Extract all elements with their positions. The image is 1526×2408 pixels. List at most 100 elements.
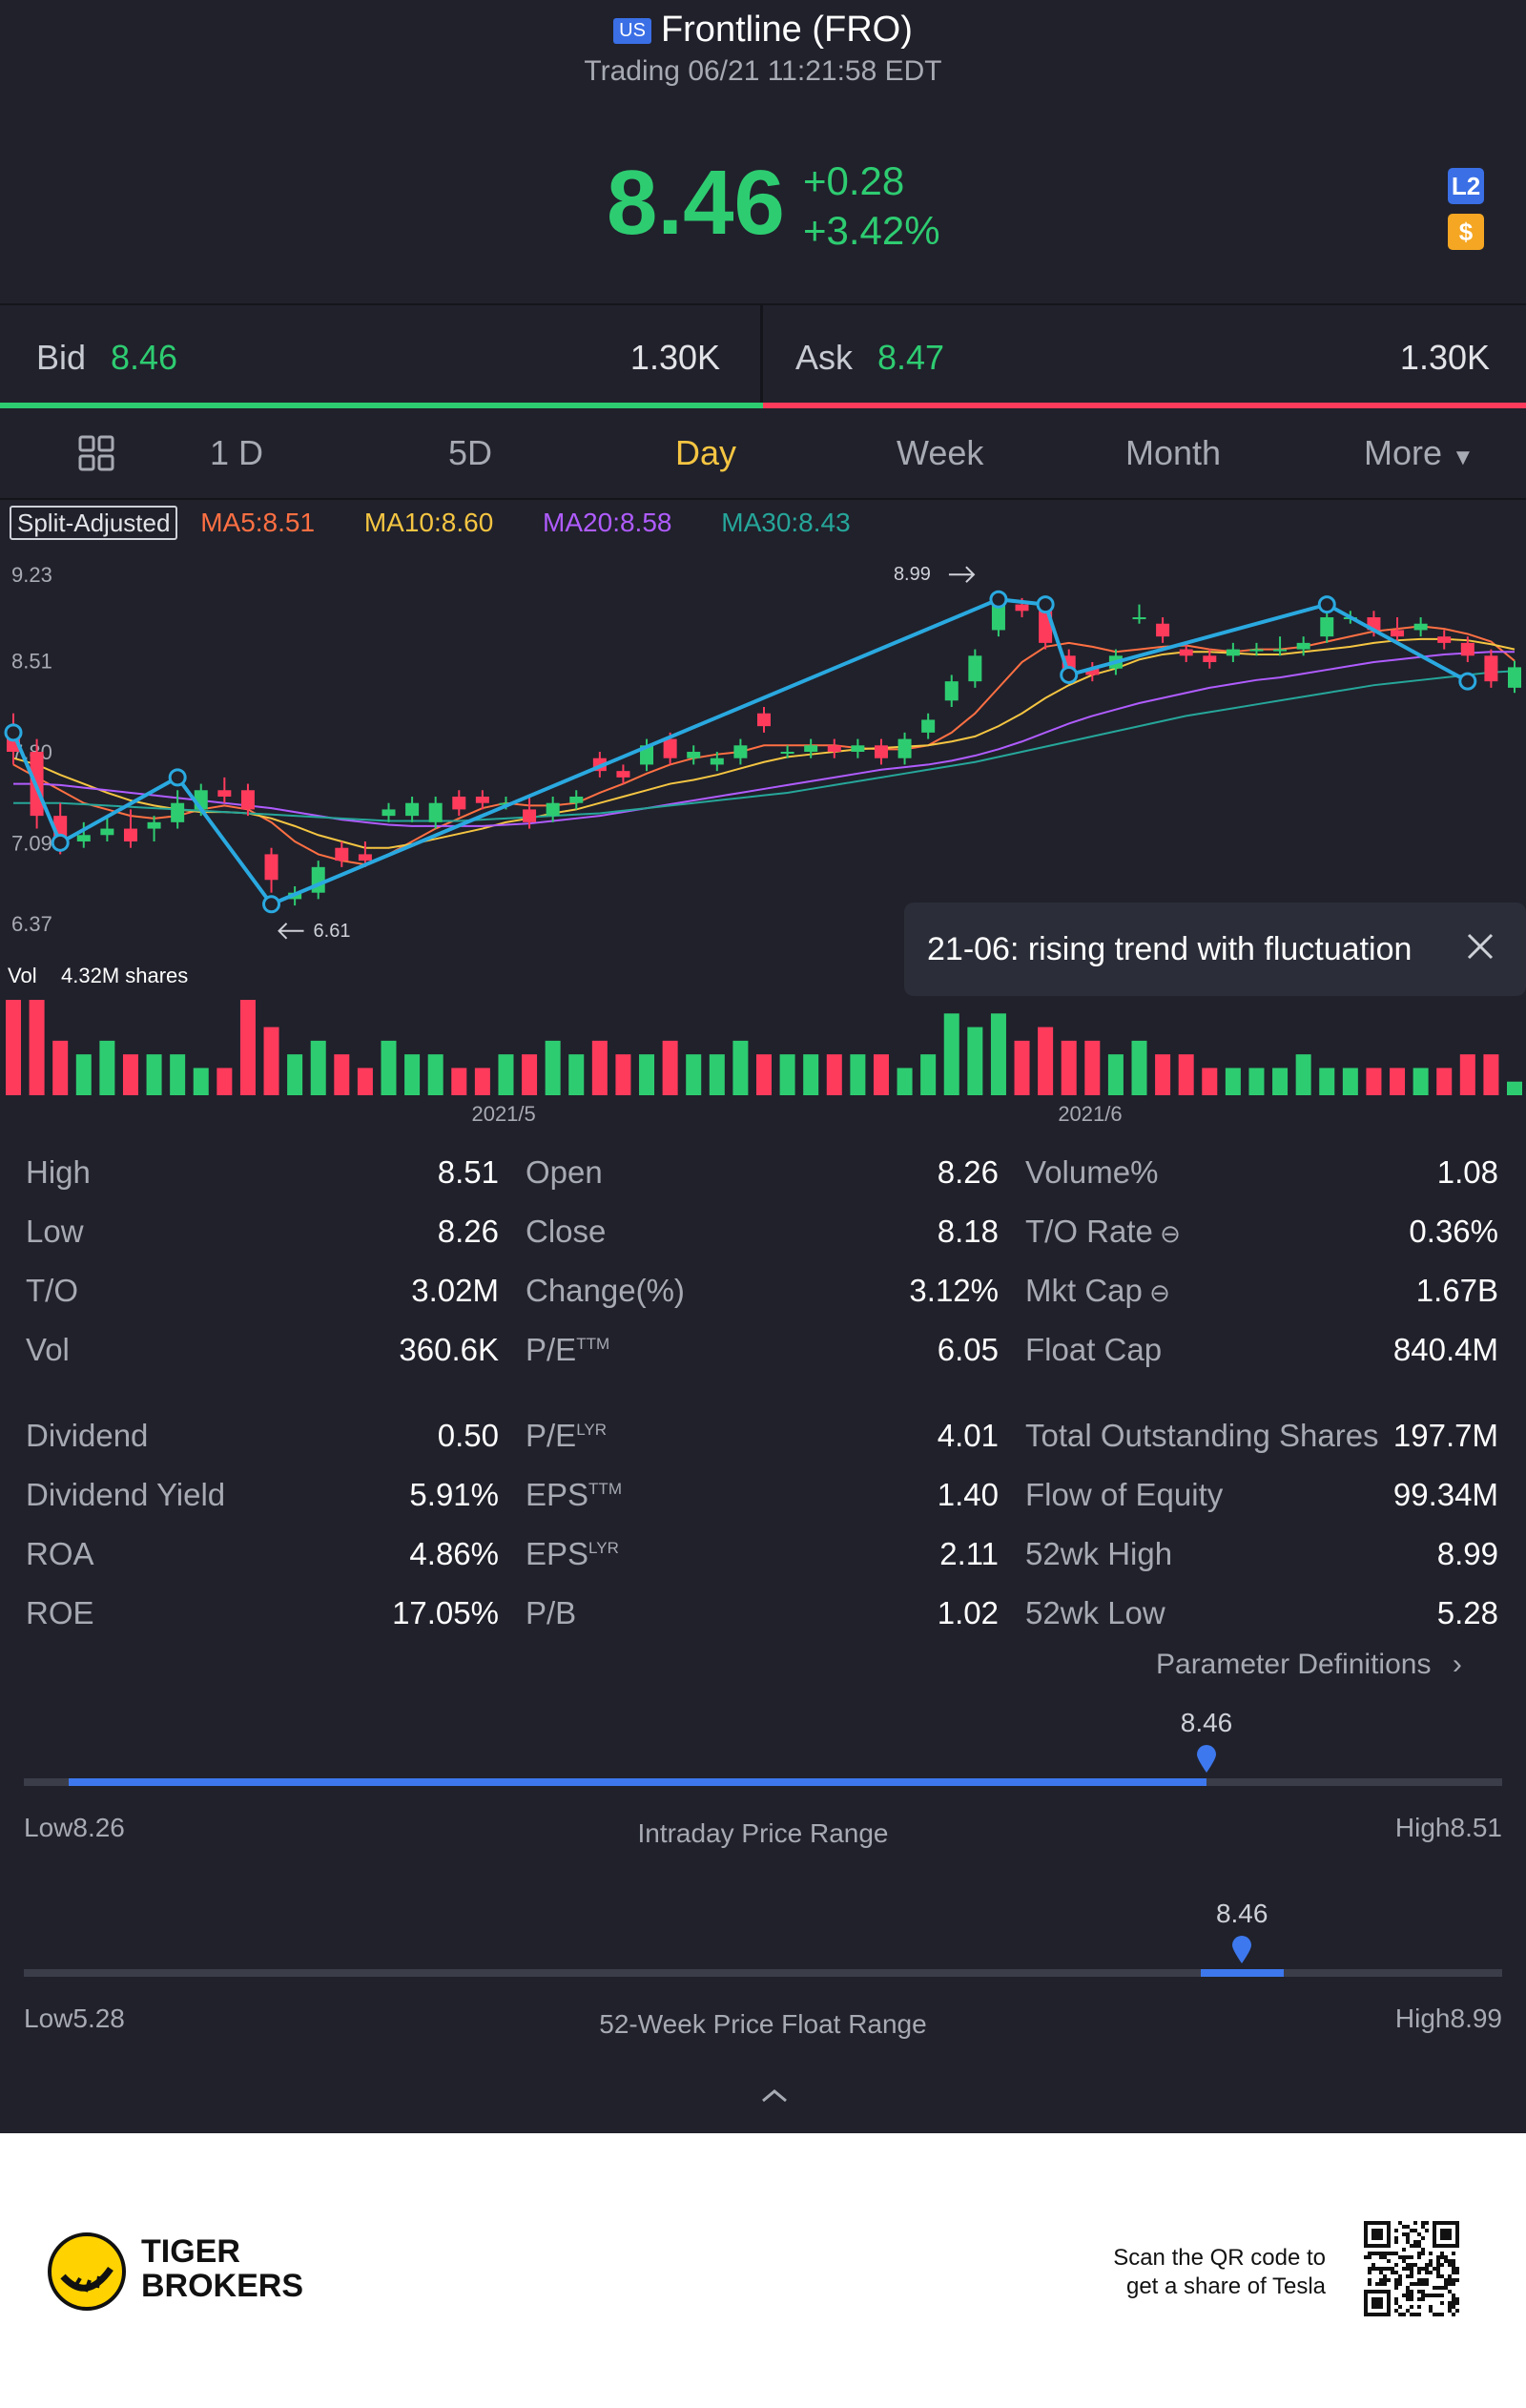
dollar-badge-icon[interactable]: $ [1448, 214, 1484, 250]
chevron-right-icon: › [1452, 1649, 1462, 1680]
candle-body [76, 835, 91, 841]
tab-day[interactable]: Day [675, 433, 737, 472]
qr-module [1368, 2271, 1371, 2274]
week52-range-title: 52-Week Price Float Range [599, 2009, 927, 2039]
stat-1-8: ROE 17.05% [26, 1595, 499, 1631]
stat-label: 52wk High [1025, 1536, 1173, 1571]
stat-label: Mkt Cap [1025, 1273, 1143, 1308]
market-badge: US [613, 18, 651, 45]
y-tick-label: 7.09 [11, 831, 52, 855]
candle-body [663, 738, 677, 758]
tab-month[interactable]: Month [1125, 433, 1222, 472]
candle-body [1391, 630, 1405, 637]
y-tick-label: 8.51 [11, 650, 52, 674]
tab-more[interactable]: More ▼ [1364, 433, 1474, 473]
qr-module [1368, 2267, 1371, 2271]
stat-label-sup: TTM [588, 1480, 622, 1498]
close-icon[interactable] [1463, 929, 1497, 972]
tab-week[interactable]: Week [897, 433, 984, 472]
high-annotation: 8.99 [894, 564, 931, 585]
stat-value: 8.26 [937, 1154, 999, 1190]
qr-module [1406, 2294, 1410, 2297]
qr-module [1406, 2232, 1410, 2236]
qr-module [1371, 2263, 1375, 2267]
qr-module [1452, 2282, 1455, 2286]
qr-module [1413, 2244, 1417, 2248]
stat-1-3: T/O 3.02M [26, 1273, 499, 1309]
qr-module [1440, 2252, 1444, 2255]
qr-module [1433, 2313, 1436, 2316]
qr-module [1425, 2229, 1429, 2232]
qr-module [1394, 2282, 1398, 2286]
ma10-value: MA10:8.60 [363, 508, 494, 537]
qr-module [1440, 2274, 1444, 2278]
stat-3-4: Float Cap 840.4M [1025, 1332, 1498, 1368]
level2-badge-icon[interactable]: L2 [1448, 168, 1484, 204]
tiger-logo-icon [48, 2232, 126, 2315]
week52-range-fill [1200, 1969, 1284, 1977]
ma-line-ma5 [12, 625, 1516, 866]
qr-module [1364, 2255, 1368, 2259]
stat-3-7: 52wk High 8.99 [1025, 1536, 1498, 1572]
candle-body [100, 828, 114, 836]
candle-body [264, 854, 278, 881]
stat-label: Close [526, 1214, 607, 1249]
volume-bar [381, 1040, 397, 1095]
bid-size: 1.30K [629, 338, 720, 377]
candle-body [147, 821, 161, 829]
qr-module [1429, 2263, 1433, 2267]
stat-value: 8.18 [937, 1214, 999, 1249]
qr-module [1402, 2232, 1406, 2236]
qr-module [1368, 2278, 1371, 2282]
qr-module [1452, 2259, 1455, 2263]
candle-body [123, 828, 137, 841]
candle-body [1437, 636, 1452, 643]
stat-label: Total Outstanding Shares [1025, 1418, 1379, 1453]
chevron-up-icon[interactable] [752, 2080, 797, 2113]
info-icon[interactable]: ⊖ [1152, 1219, 1181, 1248]
candle-body [1085, 668, 1100, 675]
tab-1d[interactable]: 1 D [210, 433, 264, 472]
candle-body [1508, 667, 1521, 688]
volume-bar [545, 1040, 561, 1095]
qr-module [1398, 2274, 1402, 2278]
parameter-definitions-link[interactable]: Parameter Definitions › [1156, 1649, 1462, 1681]
qr-module [1448, 2259, 1452, 2263]
grid-icon[interactable] [78, 435, 114, 476]
candle-body [757, 713, 771, 727]
qr-module [1429, 2294, 1433, 2297]
qr-module [1413, 2263, 1417, 2267]
qr-module [1394, 2263, 1398, 2267]
volume-bar [686, 1054, 702, 1095]
qr-module [1398, 2282, 1402, 2286]
qr-module [1433, 2294, 1436, 2297]
qr-module [1452, 2271, 1455, 2274]
split-adjusted-toggle[interactable]: Split-Adjusted [10, 506, 178, 540]
stat-value: 1.08 [1436, 1154, 1498, 1190]
stat-3-6: Flow of Equity 99.34M [1025, 1477, 1498, 1513]
volume-bar [639, 1054, 655, 1095]
brand-line1: TIGER [141, 2233, 240, 2270]
brand-line2: BROKERS [141, 2268, 304, 2304]
intraday-high: High8.51 [1395, 1813, 1502, 1843]
week52-high-value: 8.99 [1450, 2003, 1503, 2033]
candle-body [475, 796, 489, 803]
stat-value: 17.05% [392, 1595, 499, 1630]
qr-module [1429, 2252, 1433, 2255]
qr-module [1410, 2244, 1413, 2248]
candle-body [1132, 617, 1146, 620]
tab-5d[interactable]: 5D [448, 433, 493, 472]
qr-module [1421, 2221, 1425, 2225]
qr-module [1394, 2286, 1398, 2290]
volume-bar [850, 1054, 866, 1095]
ask-strength-bar [763, 403, 1526, 408]
trend-node [1458, 672, 1477, 691]
volume-bar [1107, 1054, 1124, 1095]
bid-price: 8.46 [111, 338, 178, 377]
info-icon[interactable]: ⊖ [1142, 1278, 1170, 1307]
stat-1-6: Dividend Yield 5.91% [26, 1477, 499, 1513]
qr-module [1436, 2263, 1440, 2267]
qr-module [1402, 2225, 1406, 2229]
candle-body [991, 604, 1005, 631]
